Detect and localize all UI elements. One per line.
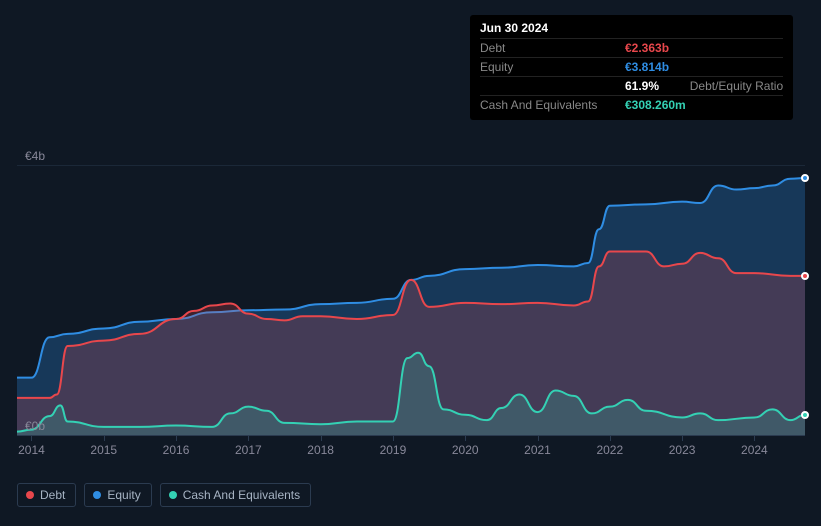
x-axis-label: 2018 <box>307 443 334 457</box>
y-axis-label: €0b <box>0 419 45 433</box>
y-gridline <box>17 435 805 436</box>
legend-label: Equity <box>107 488 140 502</box>
x-tick <box>393 435 394 441</box>
tooltip-date: Jun 30 2024 <box>480 21 783 38</box>
tooltip-row-value: 61.9% <box>625 77 686 96</box>
tooltip-row-label: Debt <box>480 39 625 58</box>
x-axis-label: 2019 <box>380 443 407 457</box>
x-axis-label: 2023 <box>669 443 696 457</box>
chart-area[interactable] <box>17 145 805 435</box>
x-axis-label: 2015 <box>90 443 117 457</box>
tooltip-table: Debt€2.363bEquity€3.814b61.9%Debt/Equity… <box>480 38 783 114</box>
x-tick <box>104 435 105 441</box>
x-tick <box>31 435 32 441</box>
x-axis-label: 2021 <box>524 443 551 457</box>
tooltip-row-value: €3.814b <box>625 58 686 77</box>
legend-swatch <box>26 491 34 499</box>
x-tick <box>682 435 683 441</box>
x-axis-label: 2024 <box>741 443 768 457</box>
x-tick <box>321 435 322 441</box>
x-tick <box>176 435 177 441</box>
y-gridline <box>17 165 805 166</box>
x-axis-label: 2017 <box>235 443 262 457</box>
x-tick <box>538 435 539 441</box>
y-axis-label: €4b <box>0 149 45 163</box>
legend-item-equity[interactable]: Equity <box>84 483 151 507</box>
x-tick <box>248 435 249 441</box>
tooltip-row-label: Cash And Equivalents <box>480 96 625 115</box>
tooltip-row-suffix: Debt/Equity Ratio <box>686 77 783 96</box>
legend-item-cash-and-equivalents[interactable]: Cash And Equivalents <box>160 483 311 507</box>
legend: Debt Equity Cash And Equivalents <box>17 483 311 507</box>
x-axis-label: 2014 <box>18 443 45 457</box>
x-axis-label: 2020 <box>452 443 479 457</box>
x-axis-label: 2016 <box>163 443 190 457</box>
endpoint-marker-equity <box>801 174 809 182</box>
legend-label: Cash And Equivalents <box>183 488 300 502</box>
x-tick <box>754 435 755 441</box>
tooltip-row-label: Equity <box>480 58 625 77</box>
x-tick <box>465 435 466 441</box>
data-tooltip: Jun 30 2024 Debt€2.363bEquity€3.814b61.9… <box>470 15 793 120</box>
endpoint-marker-debt <box>801 272 809 280</box>
legend-label: Debt <box>40 488 65 502</box>
legend-swatch <box>169 491 177 499</box>
tooltip-row-value: €308.260m <box>625 96 686 115</box>
endpoint-marker-cash-and-equivalents <box>801 411 809 419</box>
legend-swatch <box>93 491 101 499</box>
x-axis-label: 2022 <box>596 443 623 457</box>
chart-svg <box>17 145 805 435</box>
legend-item-debt[interactable]: Debt <box>17 483 76 507</box>
tooltip-row-value: €2.363b <box>625 39 686 58</box>
x-tick <box>610 435 611 441</box>
tooltip-row-label <box>480 77 625 96</box>
